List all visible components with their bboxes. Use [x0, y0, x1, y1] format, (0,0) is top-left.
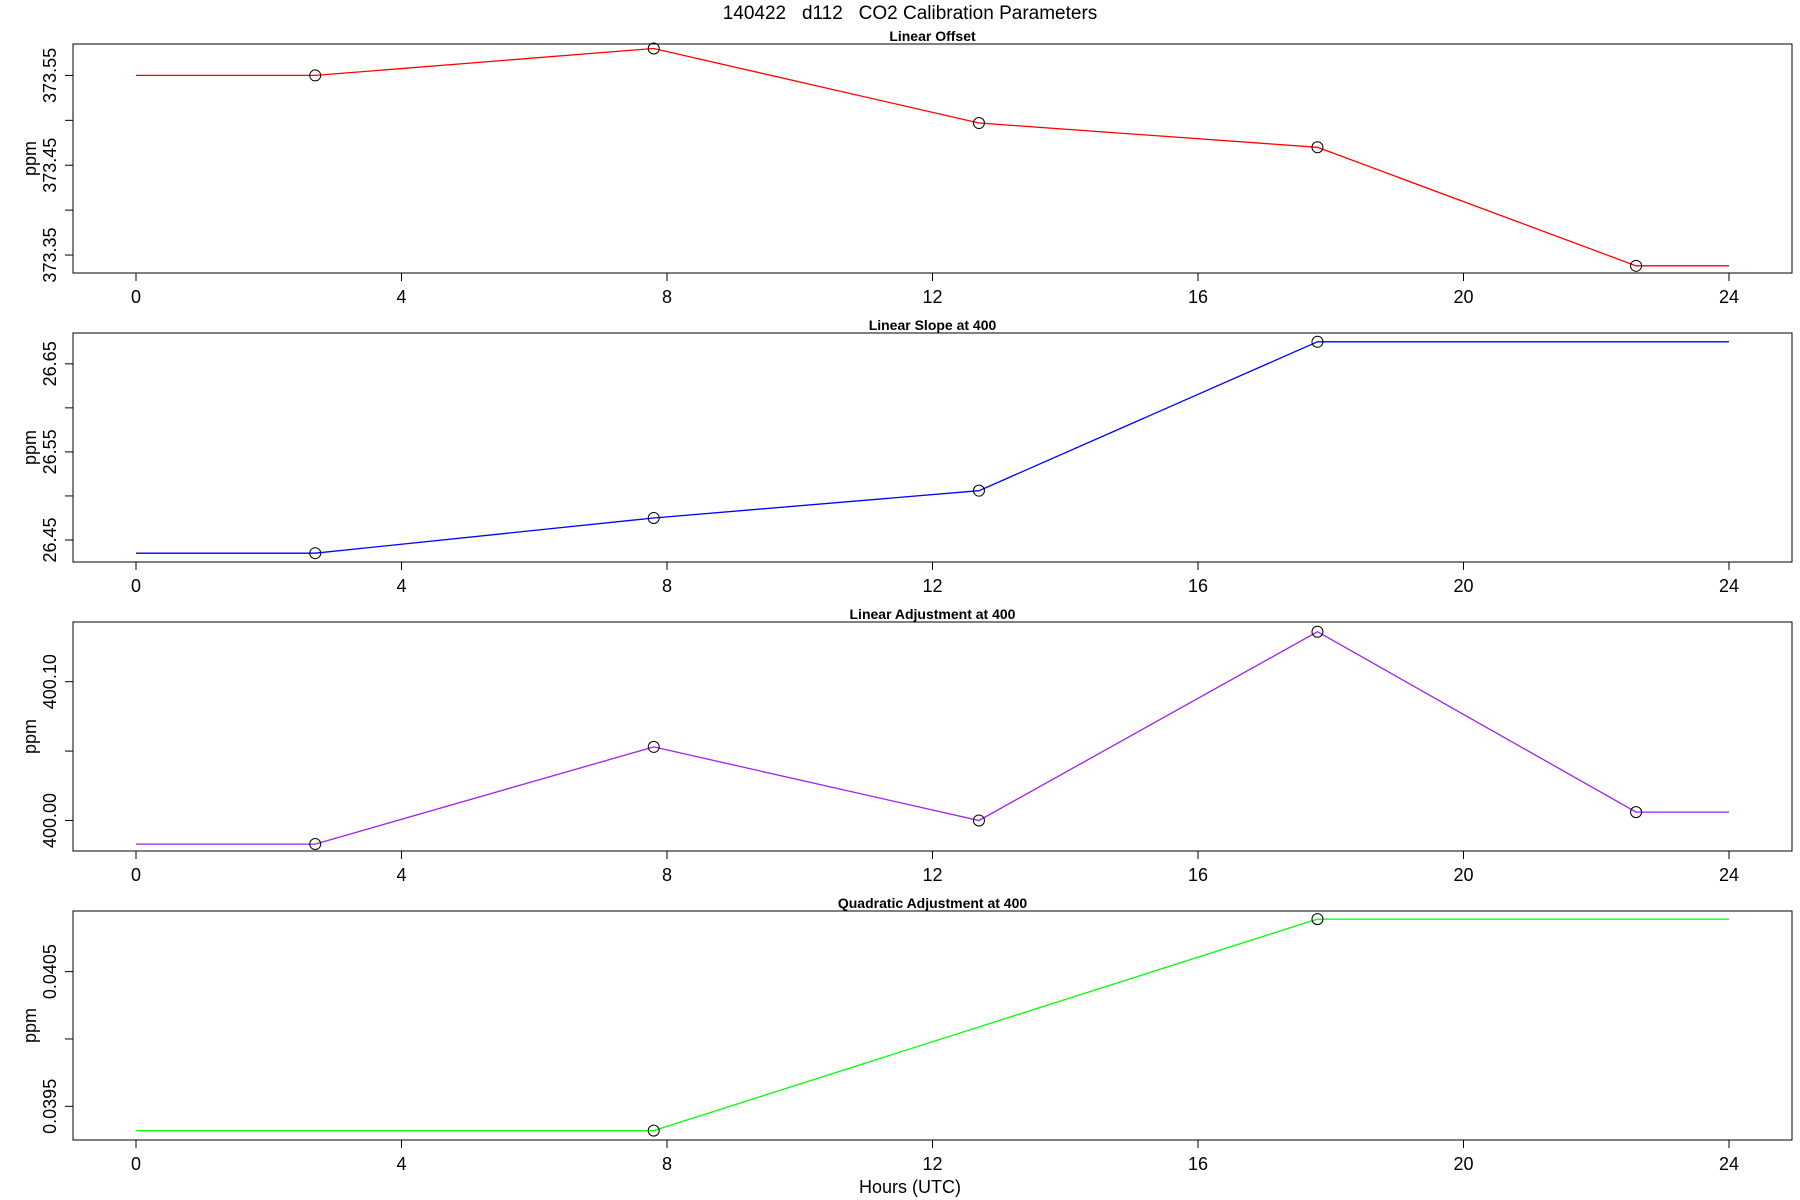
panel-title: Linear Slope at 400 — [869, 317, 997, 333]
panel-2: Linear Slope at 400 0 4 8 12 16 20 24 26.45 26.55… — [20, 317, 1793, 596]
y-tick-label: 373.35 — [40, 228, 60, 283]
data-point — [647, 1124, 660, 1137]
x-tick-label: 4 — [396, 576, 406, 596]
data-point — [309, 69, 322, 82]
x-tick-label: 20 — [1453, 865, 1473, 885]
x-tick-label: 0 — [131, 287, 141, 307]
panel-title: Linear Offset — [889, 28, 976, 44]
x-tick-label: 16 — [1188, 1154, 1208, 1174]
x-tick-label: 12 — [922, 287, 942, 307]
y-tick-label: 400.00 — [40, 793, 60, 848]
x-tick-label: 20 — [1453, 576, 1473, 596]
x-tick-label: 8 — [662, 865, 672, 885]
x-tick-label: 16 — [1188, 865, 1208, 885]
y-tick-label: 400.10 — [40, 654, 60, 709]
series-line — [136, 341, 1729, 554]
x-tick-label: 12 — [922, 1154, 942, 1174]
panel-title: Linear Adjustment at 400 — [850, 606, 1016, 622]
x-axis-title: Hours (UTC) — [859, 1177, 961, 1197]
x-tick-label: 24 — [1719, 1154, 1739, 1174]
data-point — [1311, 335, 1324, 348]
x-tick-label: 24 — [1719, 287, 1739, 307]
data-point — [1311, 141, 1324, 154]
y-axis-title: ppm — [20, 141, 40, 176]
y-tick-label: 26.45 — [40, 517, 60, 562]
y-tick-label: 373.55 — [40, 48, 60, 103]
data-point — [972, 117, 985, 130]
y-axis-title: ppm — [20, 719, 40, 754]
x-tick-label: 4 — [396, 1154, 406, 1174]
panel-3: Linear Adjustment at 400 0 4 8 12 16 20 24 400.0… — [20, 606, 1793, 885]
x-tick-label: 16 — [1188, 287, 1208, 307]
data-point — [1630, 259, 1643, 272]
x-tick-label: 0 — [131, 576, 141, 596]
x-tick-label: 16 — [1188, 576, 1208, 596]
x-tick-label: 0 — [131, 865, 141, 885]
data-point — [972, 814, 985, 827]
panel-title: Quadratic Adjustment at 400 — [838, 895, 1028, 911]
x-tick-label: 8 — [662, 287, 672, 307]
data-point — [1311, 625, 1324, 638]
x-tick-label: 0 — [131, 1154, 141, 1174]
y-tick-label: 26.65 — [40, 341, 60, 386]
data-point — [647, 511, 660, 524]
x-tick-label: 24 — [1719, 865, 1739, 885]
y-axis-title: ppm — [20, 1008, 40, 1043]
panel-4: Quadratic Adjustment at 400 0 4 8 12 16 20 24 0.… — [20, 895, 1793, 1174]
data-point — [972, 484, 985, 497]
y-tick-label: 373.45 — [40, 138, 60, 193]
plot-frame — [72, 910, 1793, 1141]
data-point — [647, 740, 660, 753]
series-line — [136, 630, 1729, 845]
plot-frame — [72, 43, 1793, 274]
panel-1: Linear Offset 0 4 8 12 16 20 24 373.35 373.45 373.… — [20, 28, 1793, 307]
data-point — [1630, 806, 1643, 819]
x-tick-label: 20 — [1453, 1154, 1473, 1174]
x-tick-label: 24 — [1719, 576, 1739, 596]
chart-panels: Linear Offset 0 4 8 12 16 20 24 373.35 373.45 373.… — [20, 28, 1793, 1174]
x-tick-label: 12 — [922, 865, 942, 885]
y-tick-label: 26.55 — [40, 429, 60, 474]
x-tick-label: 8 — [662, 1154, 672, 1174]
data-point — [309, 838, 322, 851]
series-line — [136, 918, 1729, 1132]
figure-title: 140422 d112 CO2 Calibration Parameters — [723, 3, 1098, 24]
y-tick-label: 0.0405 — [40, 944, 60, 999]
y-tick-label: 0.0395 — [40, 1079, 60, 1134]
x-tick-label: 4 — [396, 865, 406, 885]
data-point — [1311, 913, 1324, 926]
plot-frame — [72, 621, 1793, 852]
y-axis-title: ppm — [20, 430, 40, 465]
x-tick-label: 20 — [1453, 287, 1473, 307]
x-tick-label: 4 — [396, 287, 406, 307]
data-point — [309, 547, 322, 560]
series-line — [136, 47, 1729, 267]
x-tick-label: 8 — [662, 576, 672, 596]
data-point — [647, 42, 660, 55]
x-tick-label: 12 — [922, 576, 942, 596]
plot-frame — [72, 332, 1793, 563]
